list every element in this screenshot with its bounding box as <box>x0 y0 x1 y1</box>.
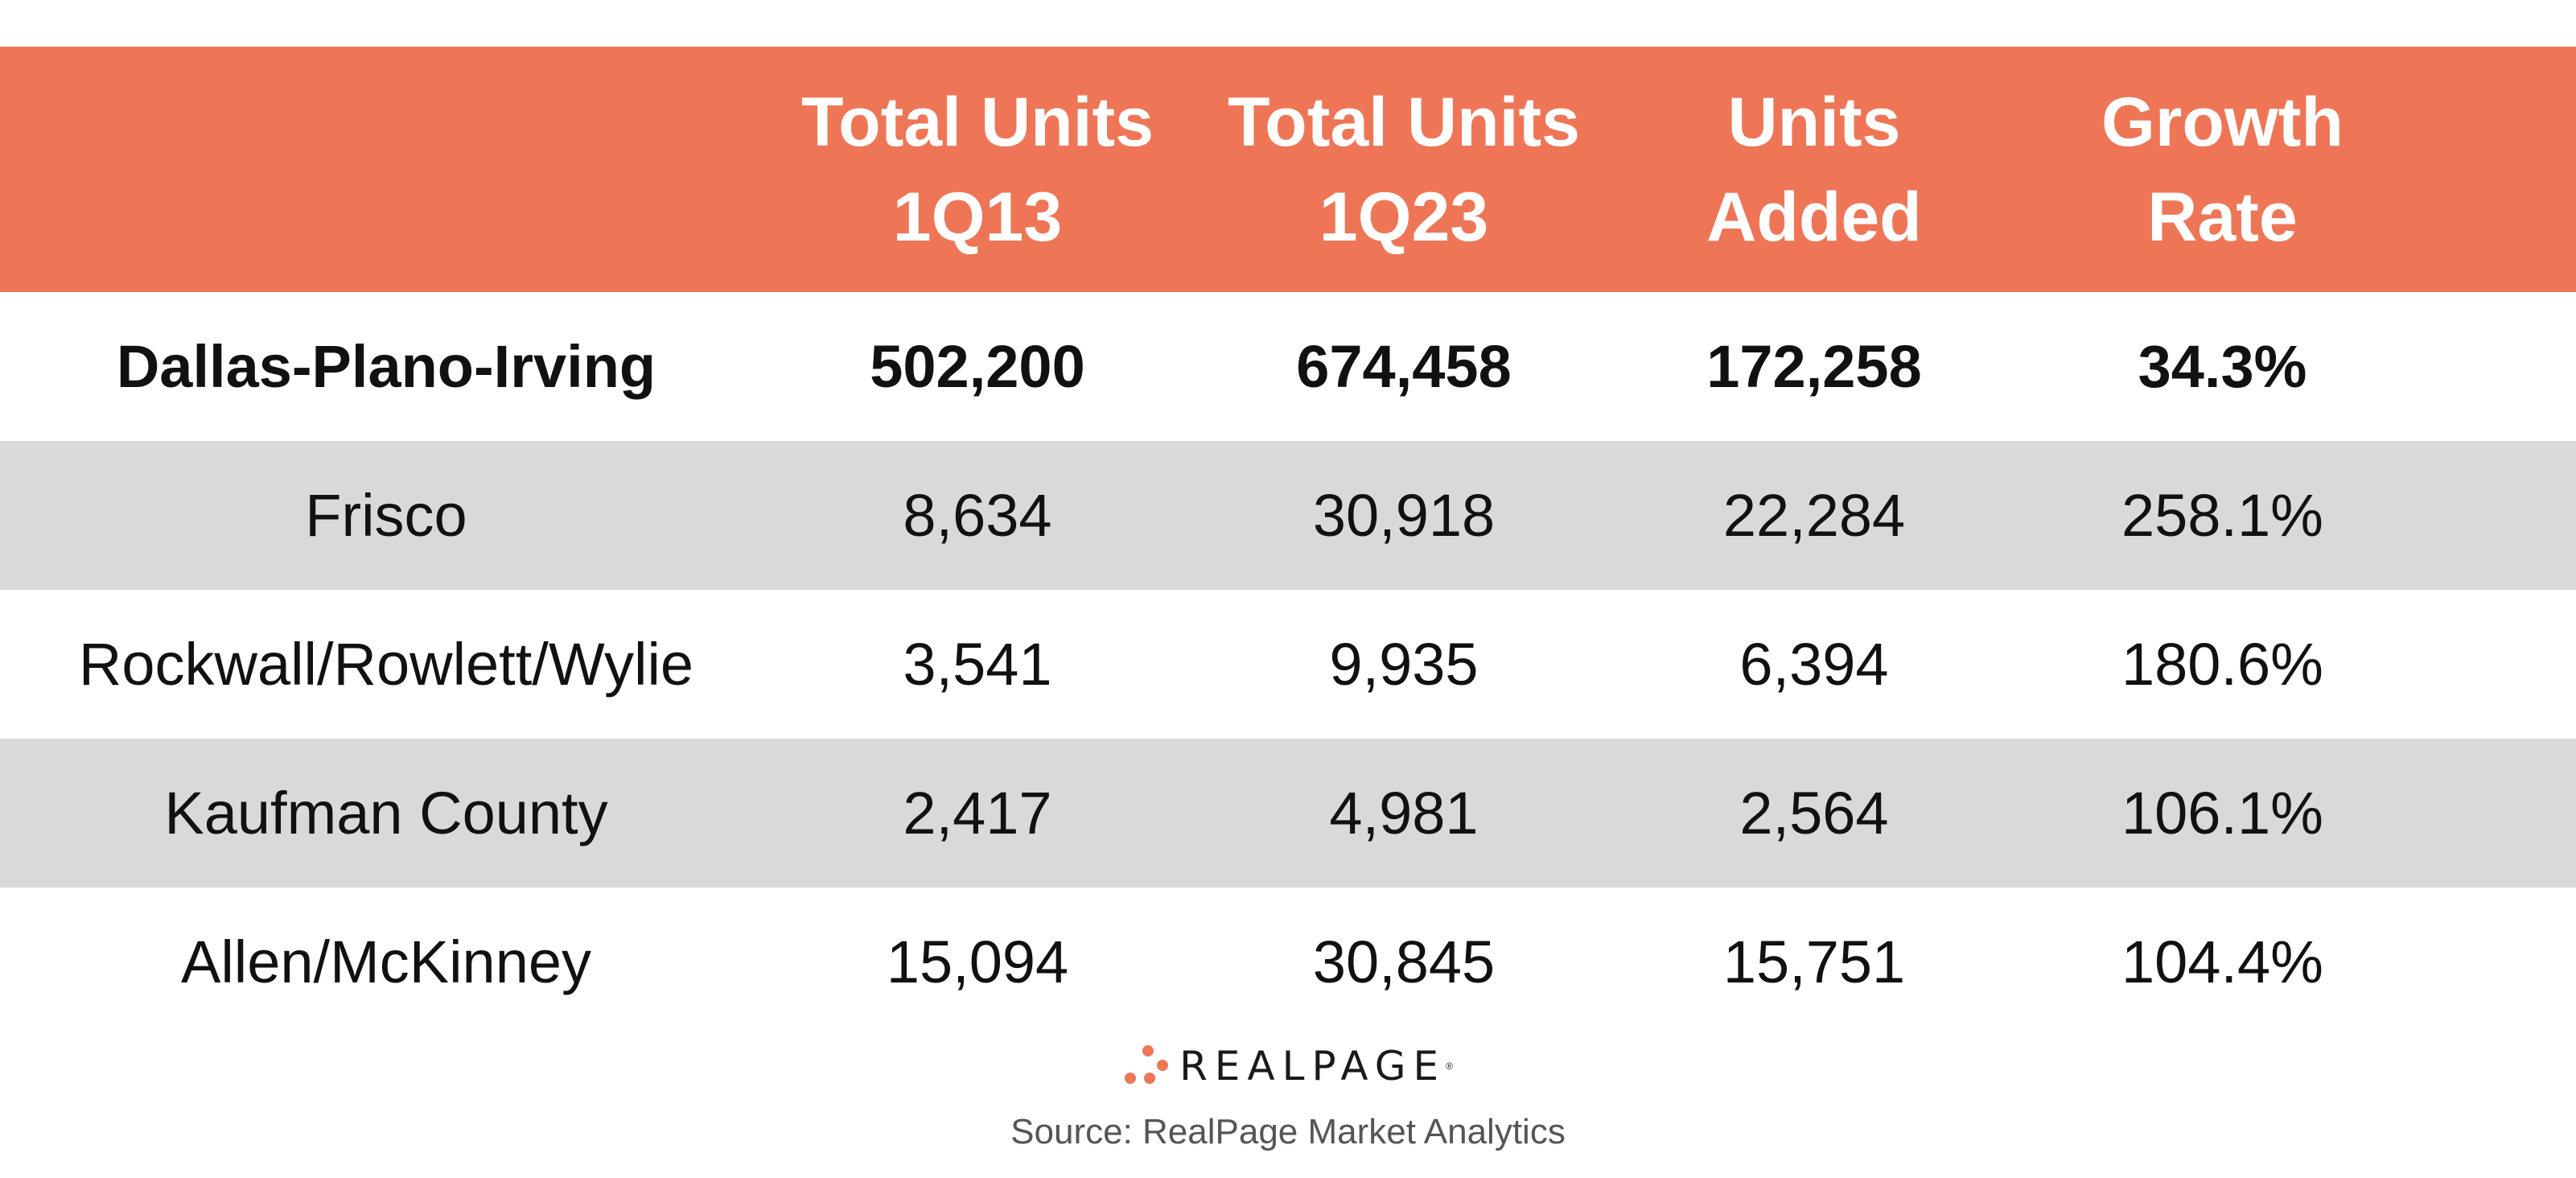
header-label-line: Total Units <box>1228 83 1580 161</box>
header-label-line: Total Units <box>801 83 1154 161</box>
row-label: Frisco <box>305 482 467 549</box>
table-row: Allen/McKinney 15,094 30,845 15,751 104.4% <box>0 888 2576 1036</box>
table-row: Rockwall/Rowlett/Wylie 3,541 9,935 6,394 180… <box>0 590 2576 739</box>
realpage-logo: REALPAGE ® <box>0 1043 2576 1089</box>
source-note: Source: RealPage Market Analytics <box>1010 1112 1566 1151</box>
table-cell: 258.1% <box>2121 482 2323 549</box>
table-cell: 9,935 <box>1329 631 1479 698</box>
header-label-line: 1Q13 <box>892 178 1063 256</box>
row-label: Allen/McKinney <box>180 929 591 995</box>
header-label-line: Rate <box>2147 178 2298 256</box>
row-label: Rockwall/Rowlett/Wylie <box>78 631 694 698</box>
table-cell: 34.3% <box>2138 333 2307 400</box>
table-cell: 106.1% <box>2121 780 2323 846</box>
table-cell: 6,394 <box>1739 631 1889 698</box>
table-cell: 8,634 <box>903 482 1052 549</box>
header-label-line: Growth <box>2101 83 2344 161</box>
table-cell: 30,918 <box>1312 482 1496 549</box>
table-row: Dallas-Plano-Irving 502,200 674,458 172,258… <box>0 292 2576 441</box>
data-table: Total Units 1Q13 Total Units 1Q23 Units Added… <box>0 47 2576 1036</box>
header-label-line: Units <box>1727 83 1901 161</box>
table-row: Frisco 8,634 30,918 22,284 258.1% <box>0 441 2576 590</box>
header-cell: Units Added <box>1625 75 2003 265</box>
table-cell: 2,417 <box>903 780 1052 846</box>
table-cell: 4,981 <box>1329 780 1479 846</box>
row-label: Dallas-Plano-Irving <box>116 333 656 400</box>
header-label-line: 1Q23 <box>1319 178 1489 256</box>
table-cell: 104.4% <box>2121 929 2323 995</box>
logo-trademark: ® <box>1446 1061 1453 1072</box>
header-cell-blank <box>0 75 772 265</box>
logo-dot <box>1144 1073 1156 1084</box>
logo-text: REALPAGE <box>1179 1043 1446 1089</box>
table-cell: 674,458 <box>1296 333 1512 400</box>
table-cell: 2,564 <box>1739 780 1889 846</box>
row-label: Kaufman County <box>164 780 608 846</box>
header-cell: Total Units 1Q13 <box>772 75 1183 265</box>
table-body: Dallas-Plano-Irving 502,200 674,458 172,258… <box>0 292 2576 1036</box>
table-cell: 502,200 <box>870 333 1085 400</box>
logo-dot <box>1157 1060 1169 1071</box>
table-row: Kaufman County 2,417 4,981 2,564 106.1% <box>0 739 2576 888</box>
dots-logo-icon <box>1123 1045 1171 1087</box>
table-cell: 15,751 <box>1722 929 1906 995</box>
table-cell: 180.6% <box>2121 631 2323 698</box>
header-label-line <box>0 75 772 170</box>
logo-dot <box>1142 1045 1154 1056</box>
table-cell: 30,845 <box>1312 929 1496 995</box>
table-cell: 172,258 <box>1706 333 1922 400</box>
logo-dot <box>1125 1073 1137 1084</box>
table-cell: 22,284 <box>1722 482 1906 549</box>
header-label-line <box>0 170 772 265</box>
header-label-line: Added <box>1706 178 1922 256</box>
header-cell: Total Units 1Q23 <box>1183 75 1625 265</box>
table-header: Total Units 1Q13 Total Units 1Q23 Units Added… <box>0 47 2576 292</box>
table-cell: 3,541 <box>903 631 1052 698</box>
header-cell: Growth Rate <box>2003 75 2442 265</box>
table-cell: 15,094 <box>886 929 1069 995</box>
